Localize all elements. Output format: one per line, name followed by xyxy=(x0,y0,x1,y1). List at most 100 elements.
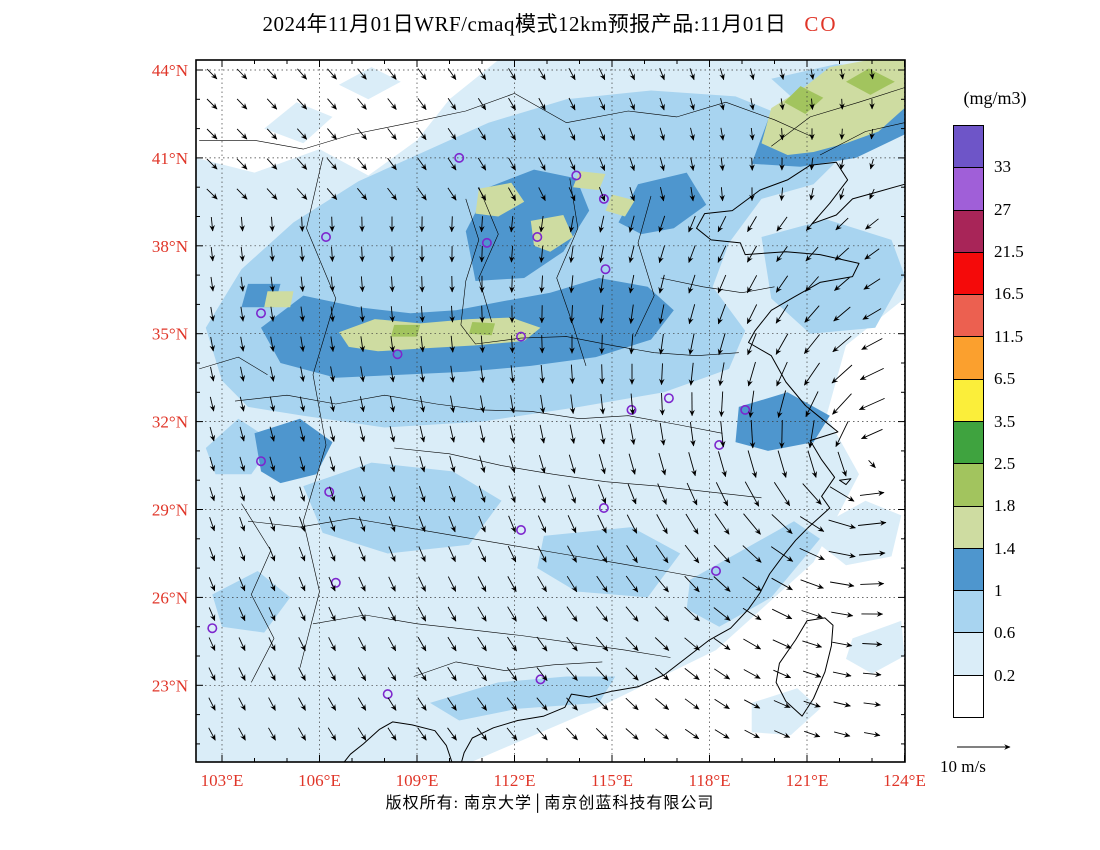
wind-vector xyxy=(862,641,883,648)
wind-vector xyxy=(869,188,875,200)
wind-vector xyxy=(832,671,852,678)
wind-vector xyxy=(776,361,788,387)
wind-vector xyxy=(298,667,306,681)
wind-vector xyxy=(539,275,545,294)
province-boundary xyxy=(556,178,587,366)
wind-vector xyxy=(477,667,487,682)
wind-vector xyxy=(689,127,695,141)
wind-vector xyxy=(800,579,824,589)
wind-vector xyxy=(449,395,456,413)
wind-vector xyxy=(658,333,665,355)
province-boundary xyxy=(199,356,268,375)
wind-vector xyxy=(568,157,576,171)
wind-vector xyxy=(418,486,426,503)
wind-vector xyxy=(658,363,665,386)
wind-vector xyxy=(538,68,546,81)
wind-vector xyxy=(447,697,457,711)
wind-vector xyxy=(628,334,635,355)
colorbar-tick-label: 3.5 xyxy=(994,411,1016,431)
wind-vector xyxy=(296,128,308,140)
wind-vector xyxy=(599,364,605,385)
wind-vector xyxy=(863,701,881,708)
wind-vector xyxy=(595,667,609,681)
wind-vector xyxy=(329,276,335,293)
wind-vector xyxy=(389,426,396,443)
wind-vector xyxy=(329,246,335,262)
wind-vector xyxy=(358,576,366,592)
wind-vector xyxy=(626,545,638,564)
wind-vector xyxy=(569,305,575,324)
wind-vector xyxy=(629,157,636,172)
wind-vector xyxy=(266,68,278,80)
wind-vector xyxy=(657,483,667,505)
wind-vector xyxy=(477,68,487,81)
wind-vector xyxy=(206,158,218,170)
wind-vector xyxy=(834,277,850,291)
wind-vector xyxy=(209,366,216,382)
wind-vector xyxy=(209,276,215,292)
wind-vector xyxy=(718,391,725,418)
wind-vector xyxy=(568,215,575,233)
wind-vector xyxy=(266,158,278,170)
wind-vector xyxy=(805,391,819,418)
wind-vector xyxy=(628,304,635,324)
wind-vector xyxy=(659,392,666,416)
wind-vector xyxy=(327,727,337,741)
wind-vector xyxy=(862,671,882,678)
wind-vector xyxy=(625,606,639,622)
station-marker xyxy=(207,623,218,634)
wind-vector xyxy=(478,515,486,533)
wind-vector xyxy=(809,187,815,201)
wind-vector xyxy=(447,727,457,741)
wind-vector xyxy=(860,580,885,587)
wind-vector xyxy=(449,455,456,473)
wind-vector xyxy=(829,486,855,502)
lat-axis-label: 23°N xyxy=(152,676,188,695)
wind-vector xyxy=(598,127,606,141)
wind-vector xyxy=(773,669,792,679)
co-region-1.8-2.5 xyxy=(391,324,421,337)
wind-vector xyxy=(773,482,791,507)
wind-vector xyxy=(598,275,605,294)
wind-vector xyxy=(598,68,606,81)
wind-vector xyxy=(742,607,762,621)
wind-vector xyxy=(239,216,245,232)
wind-vector xyxy=(688,245,696,264)
wind-vector xyxy=(598,187,606,202)
wind-vector xyxy=(358,636,366,652)
co-region-0.2-0.6 xyxy=(751,688,820,736)
wind-vector xyxy=(357,667,367,682)
wind-vector xyxy=(804,362,820,386)
wind-vector xyxy=(508,157,516,171)
wind-vector xyxy=(269,366,276,382)
wind-vector xyxy=(743,699,761,709)
province-boundary xyxy=(247,518,713,581)
wind-vector xyxy=(689,187,695,202)
wind-vector xyxy=(208,727,216,741)
wind-vector xyxy=(509,395,516,414)
wind-vector xyxy=(629,186,636,202)
wind-vector xyxy=(684,575,700,593)
wind-vector xyxy=(447,636,457,652)
wind-vector xyxy=(628,245,635,264)
wind-vector xyxy=(387,68,397,80)
wind-vector xyxy=(417,606,427,622)
wind-vector xyxy=(629,97,635,111)
wind-vector xyxy=(479,455,486,473)
wind-vector xyxy=(508,515,516,533)
wind-vector xyxy=(239,456,246,472)
wind-vector xyxy=(268,576,276,592)
wind-vector xyxy=(747,333,757,356)
wind-vector xyxy=(239,276,245,292)
wind-vector xyxy=(717,245,727,263)
co-region-0.6-1 xyxy=(537,527,681,598)
wind-vector xyxy=(239,426,246,442)
wind-vector xyxy=(508,187,516,201)
wind-vector xyxy=(268,546,276,562)
wind-vector xyxy=(659,157,665,172)
wind-vector xyxy=(238,727,246,741)
wind-vector xyxy=(569,364,576,384)
wind-vector xyxy=(802,640,823,648)
colorbar-segment xyxy=(954,379,983,422)
station-marker xyxy=(382,689,393,700)
